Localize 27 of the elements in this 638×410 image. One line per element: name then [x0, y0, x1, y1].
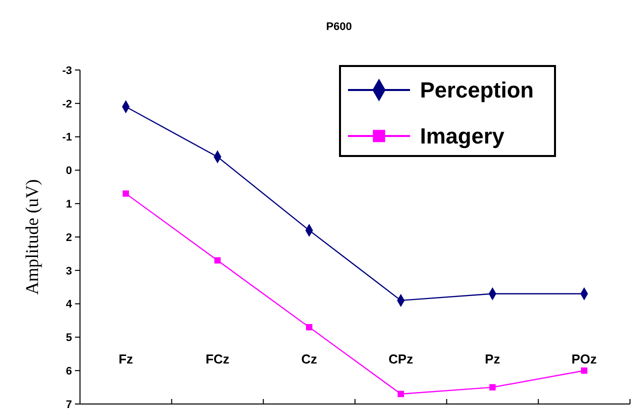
y-tick-label: 5 [66, 332, 72, 344]
y-tick-label: 0 [66, 165, 72, 178]
y-tick-label: 2 [66, 232, 72, 244]
point [398, 390, 404, 398]
point [489, 384, 496, 390]
x-tick-label: Fz [118, 352, 134, 367]
y-tick-label: 4 [66, 298, 73, 311]
y-tick-label: -1 [62, 132, 72, 144]
point [306, 324, 312, 330]
x-tick-label: Cz [301, 352, 318, 367]
y-axis-title: Amplitude (uV) [22, 179, 42, 295]
x-tick-label: Pz [484, 352, 501, 367]
y-tick-label: 1 [66, 198, 72, 210]
x-tick-label: FCz [206, 352, 230, 367]
chart-title: P600 [326, 21, 352, 33]
x-tick-label: CPz [388, 352, 414, 367]
y-tick-label: 7 [66, 398, 72, 410]
point [214, 257, 221, 264]
x-tick-label: POz [572, 352, 598, 367]
point [581, 367, 588, 374]
y-tick-label: 3 [66, 265, 72, 278]
legend-label: Perception [420, 78, 534, 103]
legend-label: Imagery [420, 124, 506, 149]
y-tick-label: -2 [62, 98, 72, 110]
point [122, 190, 129, 197]
y-tick-label: -3 [62, 64, 72, 77]
y-tick-label: 6 [66, 365, 72, 378]
